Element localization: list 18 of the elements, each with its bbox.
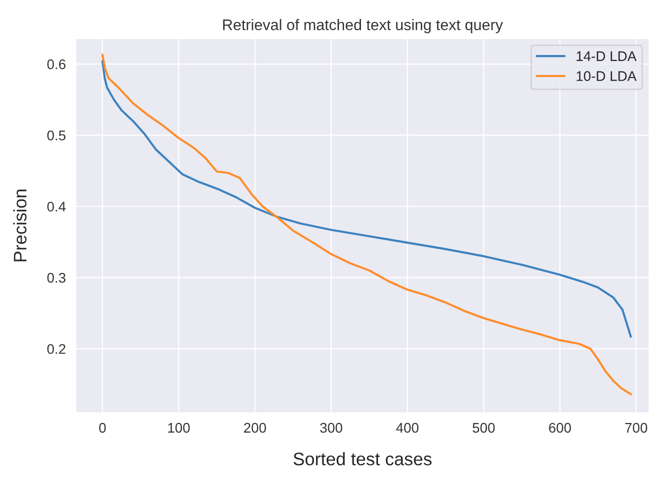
y-tick-label: 0.2 (47, 344, 66, 354)
legend-label: 14-D LDA (576, 51, 637, 61)
legend-label: 10-D LDA (576, 71, 637, 81)
x-axis-title: Sorted test cases (294, 452, 432, 466)
y-tick-label: 0.5 (47, 130, 66, 140)
chart-title: Retrieval of matched text using text query (223, 18, 503, 34)
y-axis-title: Precision (13, 190, 27, 262)
x-tick-label: 700 (625, 422, 648, 433)
x-tick-label: 300 (320, 422, 342, 433)
y-tick-label: 0.3 (47, 272, 66, 283)
x-tick-label: 500 (472, 422, 495, 433)
y-tick-label: 0.6 (47, 59, 66, 70)
x-tick-label: 200 (244, 422, 266, 433)
x-tick-label: 400 (396, 422, 418, 433)
x-tick-label: 0 (99, 422, 106, 433)
y-tick-label: 0.4 (47, 202, 66, 212)
x-tick-label: 600 (549, 422, 571, 433)
x-tick-label: 100 (168, 422, 190, 433)
